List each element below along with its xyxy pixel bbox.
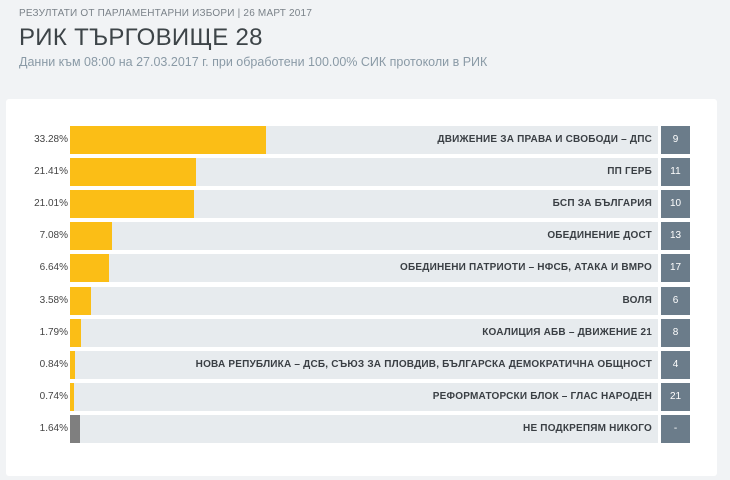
percent-label: 33.28%	[34, 134, 68, 145]
result-bar	[70, 318, 81, 347]
percent-label: 1.79%	[39, 326, 68, 338]
percent-label: 1.64%	[39, 422, 68, 434]
ballot-number-badge: 13	[661, 222, 690, 251]
page-title: РИК ТЪРГОВИЩЕ 28	[19, 24, 263, 51]
ballot-number-badge: 9	[661, 126, 690, 154]
bar-track: РЕФОРМАТОРСКИ БЛОК – ГЛАС НАРОДЕН	[70, 382, 658, 411]
result-row: 3.58% ВОЛЯ 6	[6, 286, 717, 315]
ballot-number-badge: 11	[661, 158, 690, 187]
party-name: БСП ЗА БЪЛГАРИЯ	[552, 198, 652, 210]
party-name: РЕФОРМАТОРСКИ БЛОК – ГЛАС НАРОДЕН	[432, 390, 652, 402]
party-name: ДВИЖЕНИЕ ЗА ПРАВА И СВОБОДИ – ДПС	[437, 134, 652, 145]
percent-label: 21.01%	[34, 198, 68, 210]
party-name: НОВА РЕПУБЛИКА – ДСБ, СЪЮЗ ЗА ПЛОВДИВ, Б…	[195, 358, 652, 370]
bar-track: ДВИЖЕНИЕ ЗА ПРАВА И СВОБОДИ – ДПС	[70, 126, 658, 154]
election-caption: РЕЗУЛТАТИ ОТ ПАРЛАМЕНТАРНИ ИЗБОРИ | 26 М…	[19, 8, 313, 19]
party-name: ВОЛЯ	[622, 294, 652, 306]
result-bar	[70, 158, 196, 187]
result-bar	[70, 190, 194, 219]
ballot-number-badge: 10	[661, 190, 690, 219]
result-row: 0.84% НОВА РЕПУБЛИКА – ДСБ, СЪЮЗ ЗА ПЛОВД…	[6, 350, 717, 379]
percent-label: 3.58%	[39, 294, 68, 306]
bar-track: ОБЕДИНЕНИ ПАТРИОТИ – НФСБ, АТАКА И ВМРО	[70, 254, 658, 283]
result-bar	[70, 126, 266, 154]
bar-track: КОАЛИЦИЯ АБВ – ДВИЖЕНИЕ 21	[70, 318, 658, 347]
result-bar	[70, 222, 112, 251]
percent-label: 6.64%	[39, 262, 68, 274]
party-name: НЕ ПОДКРЕПЯМ НИКОГО	[523, 422, 652, 434]
ballot-number-badge: 8	[661, 318, 690, 347]
party-name: КОАЛИЦИЯ АБВ – ДВИЖЕНИЕ 21	[482, 326, 652, 338]
result-row: 1.64% НЕ ПОДКРЕПЯМ НИКОГО -	[6, 414, 717, 443]
result-bar	[70, 254, 110, 283]
result-row: 0.74% РЕФОРМАТОРСКИ БЛОК – ГЛАС НАРОДЕН 21	[6, 382, 717, 411]
result-row: 6.64% ОБЕДИНЕНИ ПАТРИОТИ – НФСБ, АТАКА И …	[6, 254, 717, 283]
result-bar	[70, 414, 80, 443]
ballot-number-badge: -	[661, 414, 690, 443]
party-name: ОБЕДИНЕНИЕ ДОСТ	[547, 230, 652, 242]
result-row: 21.01% БСП ЗА БЪЛГАРИЯ 10	[6, 190, 717, 219]
result-bar	[70, 382, 75, 411]
bar-track: ОБЕДИНЕНИЕ ДОСТ	[70, 222, 658, 251]
results-card: 33.28% ДВИЖЕНИЕ ЗА ПРАВА И СВОБОДИ – ДПС 9…	[6, 99, 717, 476]
ballot-number-badge: 6	[661, 286, 690, 315]
percent-label: 0.74%	[39, 390, 68, 402]
party-name: ОБЕДИНЕНИ ПАТРИОТИ – НФСБ, АТАКА И ВМРО	[400, 262, 652, 274]
data-status: Данни към 08:00 на 27.03.2017 г. при обр…	[19, 55, 488, 69]
bar-track: ПП ГЕРБ	[70, 158, 658, 187]
ballot-number-badge: 17	[661, 254, 690, 283]
bar-track: НЕ ПОДКРЕПЯМ НИКОГО	[70, 414, 658, 443]
party-name: ПП ГЕРБ	[607, 166, 652, 178]
bar-track: НОВА РЕПУБЛИКА – ДСБ, СЪЮЗ ЗА ПЛОВДИВ, Б…	[70, 350, 658, 379]
result-row: 1.79% КОАЛИЦИЯ АБВ – ДВИЖЕНИЕ 21 8	[6, 318, 717, 347]
ballot-number-badge: 21	[661, 382, 690, 411]
result-row: 33.28% ДВИЖЕНИЕ ЗА ПРАВА И СВОБОДИ – ДПС 9	[6, 126, 717, 154]
result-bar	[70, 286, 92, 315]
percent-label: 0.84%	[39, 358, 68, 370]
result-row: 7.08% ОБЕДИНЕНИЕ ДОСТ 13	[6, 222, 717, 251]
percent-label: 21.41%	[34, 166, 68, 178]
result-row: 21.41% ПП ГЕРБ 11	[6, 158, 717, 187]
result-bar	[70, 350, 75, 379]
bar-track: БСП ЗА БЪЛГАРИЯ	[70, 190, 658, 219]
ballot-number-badge: 4	[661, 350, 690, 379]
header: РЕЗУЛТАТИ ОТ ПАРЛАМЕНТАРНИ ИЗБОРИ | 26 М…	[19, 8, 720, 69]
percent-label: 7.08%	[39, 230, 68, 242]
bar-track: ВОЛЯ	[70, 286, 658, 315]
